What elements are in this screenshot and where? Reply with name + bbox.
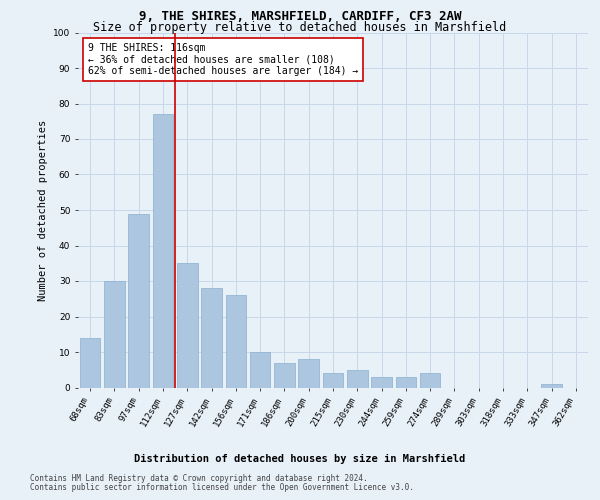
Bar xyxy=(274,362,295,388)
Bar xyxy=(371,377,392,388)
Text: Distribution of detached houses by size in Marshfield: Distribution of detached houses by size … xyxy=(134,454,466,464)
Bar xyxy=(226,295,246,388)
Bar xyxy=(104,281,125,388)
Text: Contains HM Land Registry data © Crown copyright and database right 2024.: Contains HM Land Registry data © Crown c… xyxy=(30,474,368,483)
Bar xyxy=(420,374,440,388)
Text: 9 THE SHIRES: 116sqm
← 36% of detached houses are smaller (108)
62% of semi-deta: 9 THE SHIRES: 116sqm ← 36% of detached h… xyxy=(88,43,358,76)
Bar xyxy=(323,374,343,388)
Y-axis label: Number of detached properties: Number of detached properties xyxy=(38,120,47,300)
Bar xyxy=(152,114,173,388)
Bar xyxy=(298,359,319,388)
Bar xyxy=(541,384,562,388)
Bar xyxy=(201,288,222,388)
Bar xyxy=(128,214,149,388)
Bar xyxy=(177,263,197,388)
Bar xyxy=(250,352,271,388)
Text: Size of property relative to detached houses in Marshfield: Size of property relative to detached ho… xyxy=(94,21,506,34)
Bar xyxy=(80,338,100,388)
Bar xyxy=(347,370,368,388)
Text: 9, THE SHIRES, MARSHFIELD, CARDIFF, CF3 2AW: 9, THE SHIRES, MARSHFIELD, CARDIFF, CF3 … xyxy=(139,10,461,23)
Text: Contains public sector information licensed under the Open Government Licence v3: Contains public sector information licen… xyxy=(30,483,414,492)
Bar xyxy=(395,377,416,388)
